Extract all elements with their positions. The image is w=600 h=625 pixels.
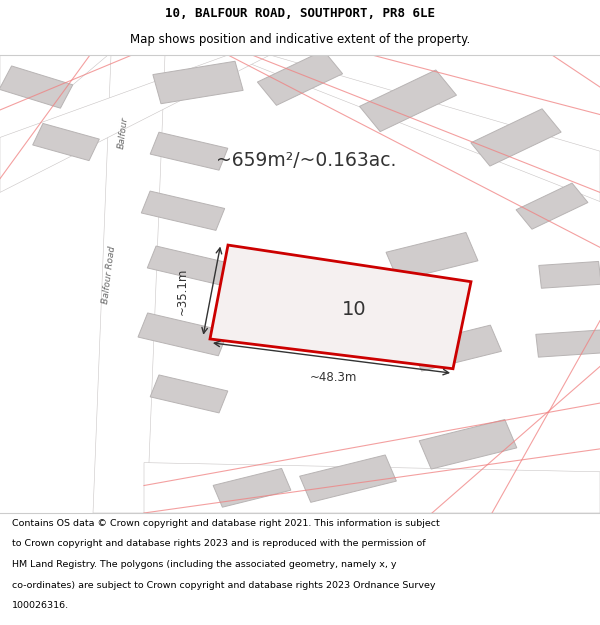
Text: Contains OS data © Crown copyright and database right 2021. This information is : Contains OS data © Crown copyright and d… (12, 519, 440, 528)
Polygon shape (471, 109, 561, 166)
Polygon shape (0, 55, 108, 101)
Polygon shape (32, 123, 100, 161)
Text: to Crown copyright and database rights 2023 and is reproduced with the permissio: to Crown copyright and database rights 2… (12, 539, 425, 548)
Polygon shape (228, 55, 600, 201)
Polygon shape (539, 261, 600, 288)
Polygon shape (299, 455, 397, 503)
Polygon shape (150, 132, 228, 170)
Polygon shape (150, 375, 228, 413)
Polygon shape (516, 183, 588, 229)
Polygon shape (210, 245, 471, 369)
Text: ~48.3m: ~48.3m (310, 371, 356, 384)
Text: 10: 10 (341, 300, 367, 319)
Text: co-ordinates) are subject to Crown copyright and database rights 2023 Ordnance S: co-ordinates) are subject to Crown copyr… (12, 581, 436, 590)
Polygon shape (0, 66, 73, 108)
Text: ~35.1m: ~35.1m (176, 267, 189, 314)
Polygon shape (153, 61, 243, 104)
Polygon shape (142, 191, 224, 231)
Text: Balfour Road: Balfour Road (101, 246, 117, 304)
Polygon shape (386, 232, 478, 281)
Text: Map shows position and indicative extent of the property.: Map shows position and indicative extent… (130, 33, 470, 46)
Text: 10, BALFOUR ROAD, SOUTHPORT, PR8 6LE: 10, BALFOUR ROAD, SOUTHPORT, PR8 6LE (165, 8, 435, 20)
Text: HM Land Registry. The polygons (including the associated geometry, namely x, y: HM Land Registry. The polygons (includin… (12, 560, 397, 569)
Polygon shape (138, 313, 228, 356)
Polygon shape (419, 419, 517, 469)
Polygon shape (536, 330, 600, 357)
Polygon shape (0, 55, 270, 192)
Polygon shape (359, 70, 457, 132)
Text: Balfour: Balfour (116, 116, 130, 149)
Polygon shape (257, 51, 343, 106)
Text: 100026316.: 100026316. (12, 601, 69, 611)
Polygon shape (410, 325, 502, 371)
Polygon shape (93, 55, 165, 513)
Polygon shape (148, 246, 230, 286)
Polygon shape (213, 468, 291, 508)
Text: ~659m²/~0.163ac.: ~659m²/~0.163ac. (216, 151, 396, 170)
Polygon shape (144, 462, 600, 513)
